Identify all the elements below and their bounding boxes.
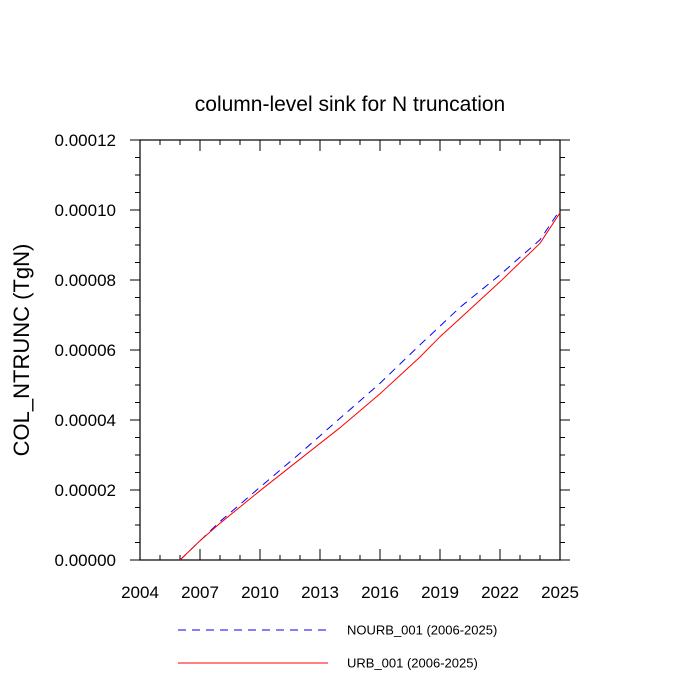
- x-tick-label: 2016: [361, 583, 399, 602]
- legend: NOURB_001 (2006-2025) URB_001 (2006-2025): [178, 623, 497, 671]
- x-tick-label: 2004: [121, 583, 159, 602]
- y-tick-label: 0.00004: [55, 411, 116, 430]
- x-tick-label: 2019: [421, 583, 459, 602]
- legend-label-1: NOURB_001 (2006-2025): [347, 623, 497, 638]
- series-layer: [179, 209, 561, 561]
- series-line-2: [179, 212, 561, 561]
- plot-border: [139, 139, 561, 561]
- x-tick-label: 2025: [541, 583, 579, 602]
- axis-ticks: 2004 2007 2010 2013 2016 2019 2022 2025 0.00000 0…: [55, 131, 579, 602]
- x-tick-label: 2022: [481, 583, 519, 602]
- series-line-1: [179, 209, 561, 561]
- y-tick-label: 0.00012: [55, 131, 116, 150]
- x-tick-label: 2010: [241, 583, 279, 602]
- y-tick-label: 0.00000: [55, 551, 116, 570]
- y-tick-label: 0.00010: [55, 201, 116, 220]
- x-tick-label: 2013: [301, 583, 339, 602]
- x-tick-label: 2007: [181, 583, 219, 602]
- y-tick-label: 0.00008: [55, 271, 116, 290]
- y-axis-label: COL_NTRUNC (TgN): [9, 244, 34, 457]
- legend-label-2: URB_001 (2006-2025): [347, 656, 478, 671]
- plot-frame: [139, 139, 561, 561]
- y-tick-label: 0.00006: [55, 341, 116, 360]
- chart-title: column-level sink for N truncation: [195, 93, 505, 116]
- y-tick-label: 0.00002: [55, 481, 116, 500]
